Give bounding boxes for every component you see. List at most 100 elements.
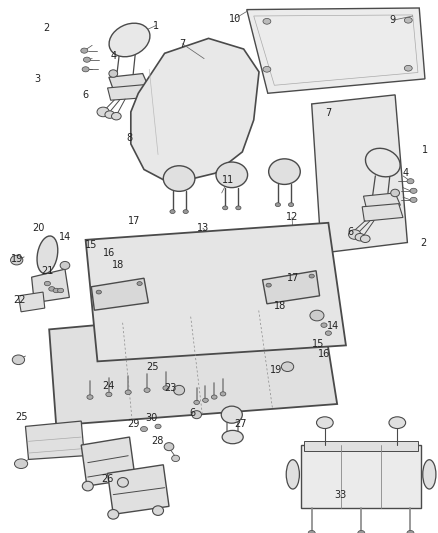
Ellipse shape <box>325 331 331 335</box>
Ellipse shape <box>360 235 369 243</box>
Ellipse shape <box>262 67 270 72</box>
Ellipse shape <box>222 431 243 443</box>
Bar <box>300 445 420 508</box>
Ellipse shape <box>308 274 314 278</box>
Text: 30: 30 <box>145 414 157 423</box>
Ellipse shape <box>173 385 184 395</box>
Text: 2: 2 <box>420 238 426 247</box>
Text: 25: 25 <box>15 412 27 422</box>
Text: 28: 28 <box>151 437 163 446</box>
Polygon shape <box>262 271 319 304</box>
Text: 15: 15 <box>311 339 324 349</box>
Ellipse shape <box>108 510 118 519</box>
Text: 19: 19 <box>269 366 281 375</box>
Ellipse shape <box>365 148 399 177</box>
Polygon shape <box>85 223 345 361</box>
Ellipse shape <box>49 287 55 291</box>
Polygon shape <box>91 278 148 310</box>
Ellipse shape <box>265 283 271 287</box>
Text: 7: 7 <box>179 39 185 49</box>
Polygon shape <box>109 74 148 90</box>
Ellipse shape <box>106 392 112 397</box>
Ellipse shape <box>288 203 293 207</box>
Ellipse shape <box>87 395 93 399</box>
Text: 29: 29 <box>127 419 140 429</box>
Text: 6: 6 <box>346 227 353 237</box>
Ellipse shape <box>81 48 88 53</box>
Polygon shape <box>107 84 154 100</box>
Ellipse shape <box>275 203 280 207</box>
Text: 27: 27 <box>234 419 246 429</box>
Text: 21: 21 <box>41 266 53 276</box>
Ellipse shape <box>320 323 326 327</box>
Ellipse shape <box>111 112 121 120</box>
Ellipse shape <box>202 398 208 402</box>
Text: 12: 12 <box>285 213 297 222</box>
Ellipse shape <box>11 255 23 265</box>
Ellipse shape <box>409 197 416 203</box>
Ellipse shape <box>262 19 270 24</box>
Ellipse shape <box>403 18 411 23</box>
Ellipse shape <box>221 406 242 423</box>
Text: 17: 17 <box>127 216 140 226</box>
Text: 9: 9 <box>389 15 395 25</box>
Ellipse shape <box>403 66 411 71</box>
Ellipse shape <box>307 530 314 533</box>
Text: 33: 33 <box>333 490 346 499</box>
Polygon shape <box>32 269 69 303</box>
Ellipse shape <box>109 70 117 77</box>
Ellipse shape <box>144 388 150 392</box>
Ellipse shape <box>268 159 300 184</box>
Ellipse shape <box>83 57 90 62</box>
Ellipse shape <box>12 355 25 365</box>
Ellipse shape <box>422 459 435 489</box>
Text: 19: 19 <box>11 254 23 263</box>
Ellipse shape <box>155 424 161 429</box>
Text: 4: 4 <box>402 168 408 178</box>
Ellipse shape <box>354 233 364 241</box>
Ellipse shape <box>406 179 413 184</box>
Ellipse shape <box>162 386 169 390</box>
Text: 14: 14 <box>59 232 71 242</box>
Ellipse shape <box>194 400 199 405</box>
Ellipse shape <box>316 417 332 429</box>
Ellipse shape <box>170 209 175 214</box>
Polygon shape <box>107 465 169 514</box>
Polygon shape <box>81 437 135 486</box>
Polygon shape <box>18 292 45 312</box>
Ellipse shape <box>348 230 360 239</box>
Polygon shape <box>246 8 424 93</box>
Text: 3: 3 <box>34 74 40 84</box>
Ellipse shape <box>152 506 163 515</box>
Text: 18: 18 <box>273 302 286 311</box>
Text: 7: 7 <box>325 108 331 118</box>
Ellipse shape <box>37 236 58 273</box>
Ellipse shape <box>390 189 399 197</box>
Text: 1: 1 <box>421 146 427 155</box>
Ellipse shape <box>191 411 201 419</box>
Ellipse shape <box>235 206 240 210</box>
Ellipse shape <box>109 23 150 56</box>
Text: 25: 25 <box>146 362 159 372</box>
Polygon shape <box>25 421 84 459</box>
Text: 16: 16 <box>102 248 115 258</box>
Text: 6: 6 <box>189 408 195 418</box>
Text: 4: 4 <box>110 51 116 61</box>
Ellipse shape <box>53 288 59 293</box>
Ellipse shape <box>286 459 299 489</box>
Ellipse shape <box>281 362 293 372</box>
Ellipse shape <box>14 459 28 469</box>
Ellipse shape <box>125 390 131 394</box>
Polygon shape <box>363 193 399 209</box>
Ellipse shape <box>140 426 147 432</box>
Text: 11: 11 <box>222 175 234 185</box>
Text: 8: 8 <box>126 133 132 142</box>
Text: 1: 1 <box>152 21 159 30</box>
Ellipse shape <box>82 67 89 72</box>
Ellipse shape <box>57 288 64 293</box>
Ellipse shape <box>309 310 323 321</box>
Text: 10: 10 <box>228 14 240 23</box>
Ellipse shape <box>82 481 93 491</box>
Text: 24: 24 <box>102 382 115 391</box>
Ellipse shape <box>137 281 142 286</box>
